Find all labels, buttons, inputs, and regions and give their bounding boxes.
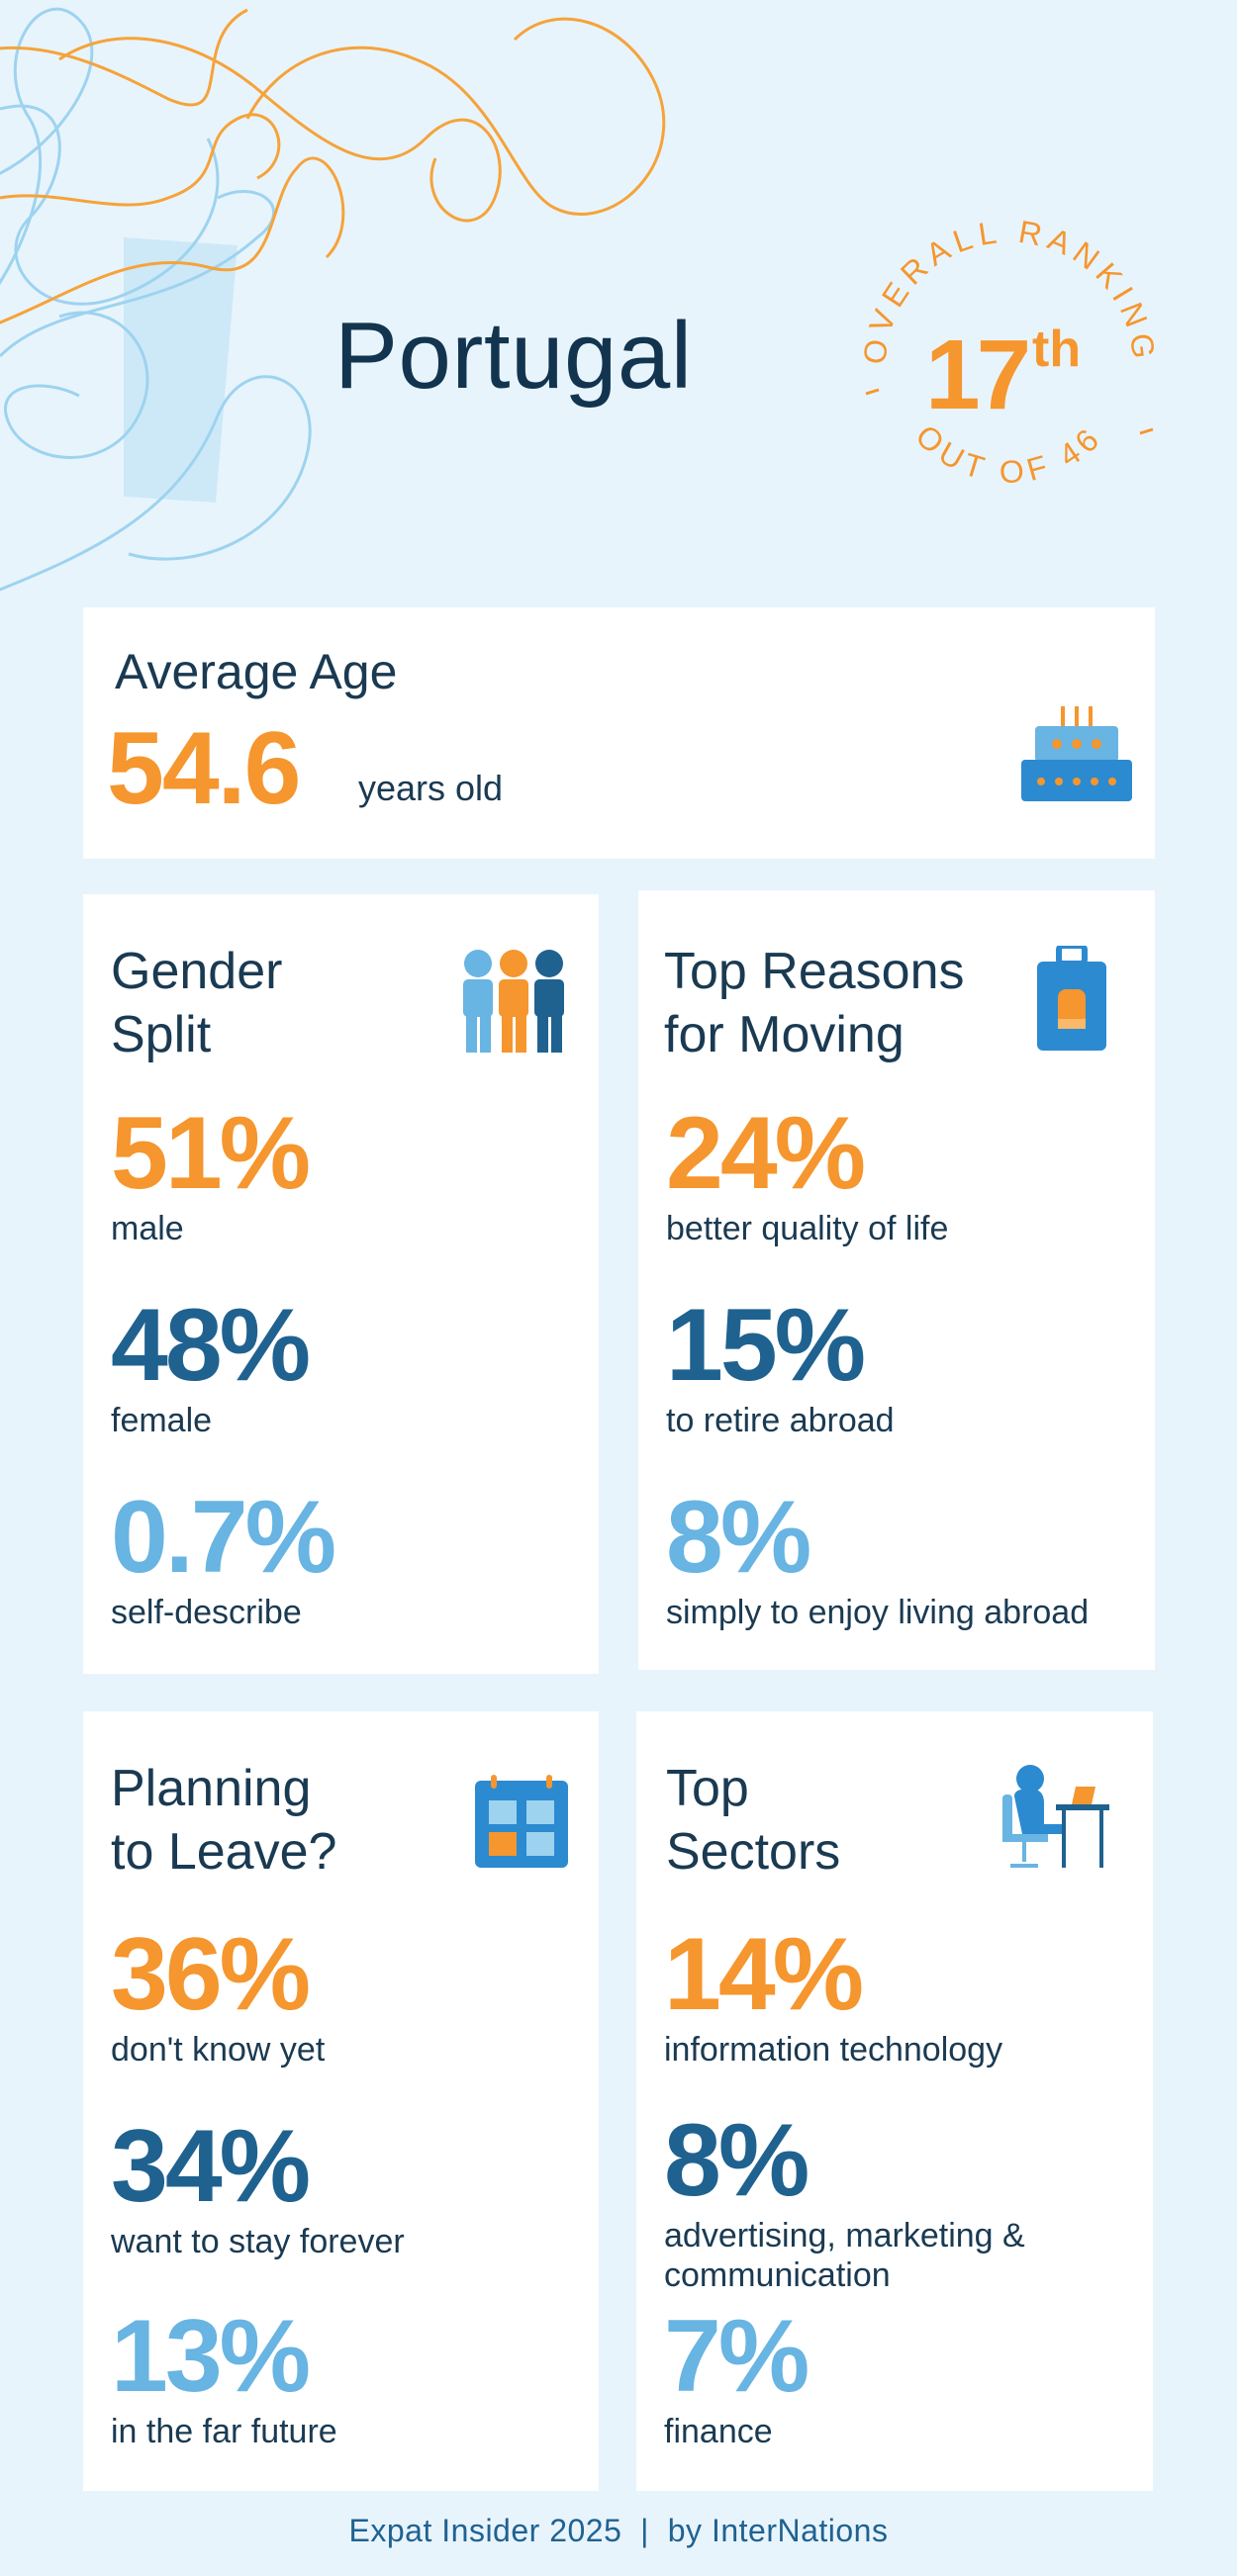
stat-item: 8% advertising, marketing & communicatio… [664,2109,1025,2295]
stat-item: 0.7% self-describe [111,1480,336,1632]
footer-credit: Expat Insider 2025 | by InterNations [348,2513,889,2548]
stat-item: 51% male [111,1096,311,1248]
card-title: Planning to Leave? [111,1757,336,1884]
decorative-scribble [0,7,666,592]
stat-label: better quality of life [666,1210,949,1247]
stat-item: 34% want to stay forever [111,2115,405,2261]
suitcase-icon [1037,946,1106,1051]
stat-value: 8% [664,2103,809,2218]
stat-label: communication [664,2256,891,2294]
card-title-line: for Moving [664,1006,904,1063]
stat-value: 0.7% [111,1480,336,1595]
average-age-value: 54.6 [107,711,301,826]
card-title-line: Split [111,1006,212,1063]
stat-item: 7% finance [664,2299,809,2451]
card-title: Gender Split [111,940,282,1066]
stat-value: 48% [111,1288,311,1403]
card-title-line: Planning [111,1760,312,1817]
stat-label: don't know yet [111,2031,326,2069]
stat-label: simply to enjoy living abroad [666,1594,1090,1631]
stat-label: want to stay forever [111,2223,405,2260]
stat-label: advertising, marketing & [664,2217,1025,2254]
people-group-icon [463,950,564,1053]
stat-value: 14% [664,1917,864,2032]
gender-split-card: Gender Split 51% male 48% female 0.7% se… [83,894,599,1674]
calendar-icon [475,1775,568,1868]
stat-value: 51% [111,1096,311,1211]
stat-item: 24% better quality of life [666,1102,948,1248]
stat-value: 8% [666,1480,811,1595]
stat-label: male [111,1210,184,1247]
stat-value: 15% [666,1288,866,1403]
stat-value: 34% [111,2109,311,2224]
stat-item: 13% in the far future [111,2305,337,2451]
card-title: Top Reasons for Moving [664,940,965,1066]
ranking-number: 17 [925,320,1028,430]
card-title-line: Top [666,1760,749,1817]
stat-label: female [111,1402,213,1439]
top-reasons-card: Top Reasons for Moving 24% better qualit… [638,890,1155,1670]
stat-item: 8% simply to enjoy living abroad [666,1486,1089,1632]
stat-label: finance [664,2413,773,2450]
badge-dash-right [1139,427,1154,435]
average-age-label: Average Age [115,644,398,699]
stat-value: 7% [664,2299,809,2414]
stat-label: to retire abroad [666,1402,895,1439]
stat-label: in the far future [111,2413,337,2450]
stat-item: 15% to retire abroad [666,1294,895,1440]
stat-item: 36% don't know yet [111,1923,325,2070]
stat-label: information technology [664,2031,1003,2069]
average-age-card: Average Age 54.6 years old [83,607,1155,859]
person-at-desk-icon [1002,1765,1109,1868]
ranking-badge: OVERALL RANKING OUT OF 46 17 th [856,214,1156,490]
card-title: Top Sectors [666,1757,840,1884]
stat-item: 48% female [111,1288,311,1440]
birthday-cake-icon [1021,706,1132,801]
badge-dash-left [865,388,880,396]
stat-value: 24% [666,1096,866,1211]
card-title-line: Sectors [666,1823,841,1881]
stat-value: 36% [111,1917,311,2032]
stat-item: 14% information technology [664,1923,1002,2070]
ranking-suffix: th [1032,321,1081,378]
stat-label: self-describe [111,1594,302,1631]
page-title: Portugal [334,303,693,409]
stat-value: 13% [111,2299,311,2414]
top-sectors-card: Top Sectors 14% information technology 8… [636,1711,1153,2491]
average-age-unit: years old [358,768,504,808]
card-title-line: Gender [111,943,283,1000]
planning-to-leave-card: Planning to Leave? 36% don't know yet 34… [83,1711,599,2491]
card-title-line: to Leave? [111,1823,337,1881]
card-title-line: Top Reasons [664,943,965,1000]
